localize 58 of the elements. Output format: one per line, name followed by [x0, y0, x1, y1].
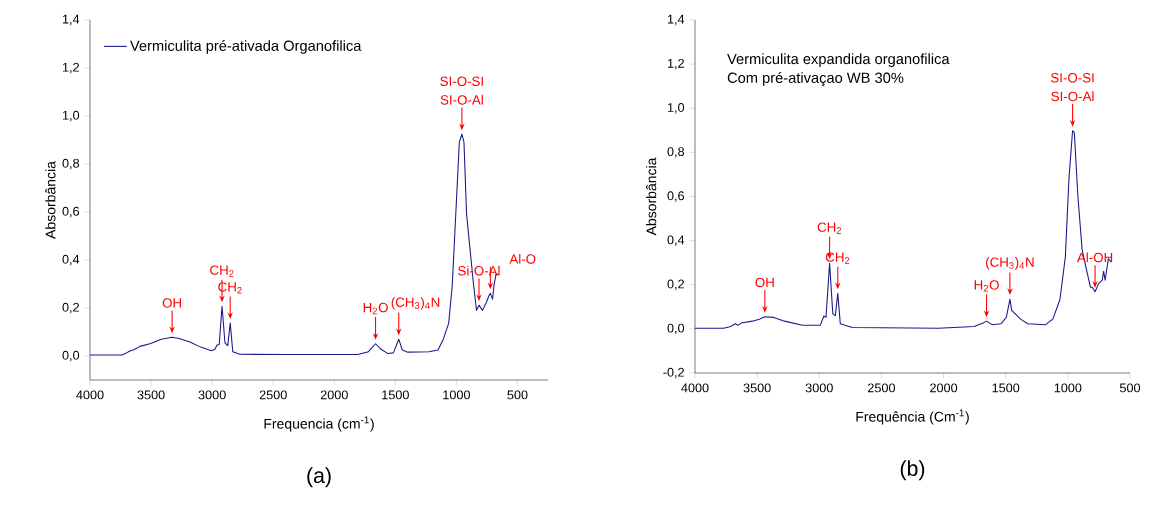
x-tick-label: 1500 [992, 383, 1020, 393]
y-tick-label: 0,0 [62, 350, 80, 362]
annotation: SI-O-Al [1051, 91, 1094, 102]
y-tick-label: 0,2 [62, 302, 79, 314]
x-tick-label: 3000 [198, 390, 226, 400]
x-tick-label: 3500 [743, 383, 771, 393]
y-tick-label: 0,8 [667, 147, 685, 158]
x-tick-label: 2500 [259, 390, 287, 400]
x-tick-label: 4000 [76, 390, 104, 400]
annotation: H$_{2}$O [974, 280, 999, 292]
y-axis-title: Absorbância [45, 161, 56, 239]
line-series [694, 130, 1112, 329]
y-axis-title: Absorbância [645, 157, 657, 236]
x-tick-label: 500 [507, 390, 528, 400]
y-tick-label: 0,8 [62, 158, 80, 170]
annotation: Vermiculita expandida organofilica [727, 53, 950, 68]
x-tick-label: 1000 [443, 390, 470, 400]
x-axis-title: Frequência (Cm$^{-1}$) [856, 409, 969, 425]
annotation: Al-O [509, 253, 536, 264]
x-tick-label: 2500 [867, 383, 895, 393]
x-tick-label: 1000 [1054, 383, 1082, 393]
x-axis-title: Frequencia (cm$^{-1}$) [264, 416, 374, 432]
y-tick-label: 1,2 [62, 62, 79, 74]
y-tick-label: 1,0 [62, 110, 80, 122]
annotation: (CH$_{3}$)$_{4}$N [986, 257, 1034, 270]
annotation: CH$_{2}$ [210, 265, 234, 277]
y-tick-label: 0,6 [667, 191, 685, 202]
annotation: OH [755, 277, 774, 288]
text: (a) [307, 467, 331, 488]
y-tick-label: 1,4 [667, 14, 685, 26]
y-tick-label: 0,2 [667, 279, 684, 290]
x-tick-label: 500 [1119, 383, 1141, 393]
y-tick-label: 1,0 [667, 103, 685, 114]
annotation: SI-O-SI [1050, 73, 1094, 83]
x-tick-label: 4000 [681, 383, 709, 393]
x-tick-label: 2000 [930, 383, 958, 393]
y-tick-label: 1,2 [667, 58, 684, 70]
annotation: CH$_{2}$ [817, 222, 842, 234]
annotation: CH$_{2}$ [825, 252, 850, 264]
x-tick-label: 2000 [320, 390, 348, 400]
y-tick-label: 0,6 [62, 206, 80, 218]
annotation: SI-O-SI [440, 76, 483, 86]
legend-label: Vermiculita pré-ativada Organofilica [129, 40, 362, 54]
annotation: OH [162, 298, 182, 308]
annotation: (CH$_{3}$)$_{4}$N [391, 297, 440, 310]
annotation: Com pré-ativaçao WB 30% [727, 72, 904, 86]
y-tick-label: 1,4 [62, 14, 80, 26]
text: (b) [900, 460, 925, 481]
line-series [89, 133, 500, 356]
y-tick-label: 0,4 [62, 254, 80, 266]
annotation: H$_{2}$O [363, 302, 388, 315]
y-tick-label: -0,2 [663, 367, 684, 379]
x-tick-label: 3500 [137, 390, 165, 400]
y-tick-label: 0,0 [667, 323, 685, 335]
annotation: SI-O-Al [440, 94, 483, 105]
y-tick-label: 0,4 [667, 235, 685, 246]
x-tick-label: 3000 [805, 383, 833, 393]
x-tick-label: 1500 [382, 390, 409, 400]
